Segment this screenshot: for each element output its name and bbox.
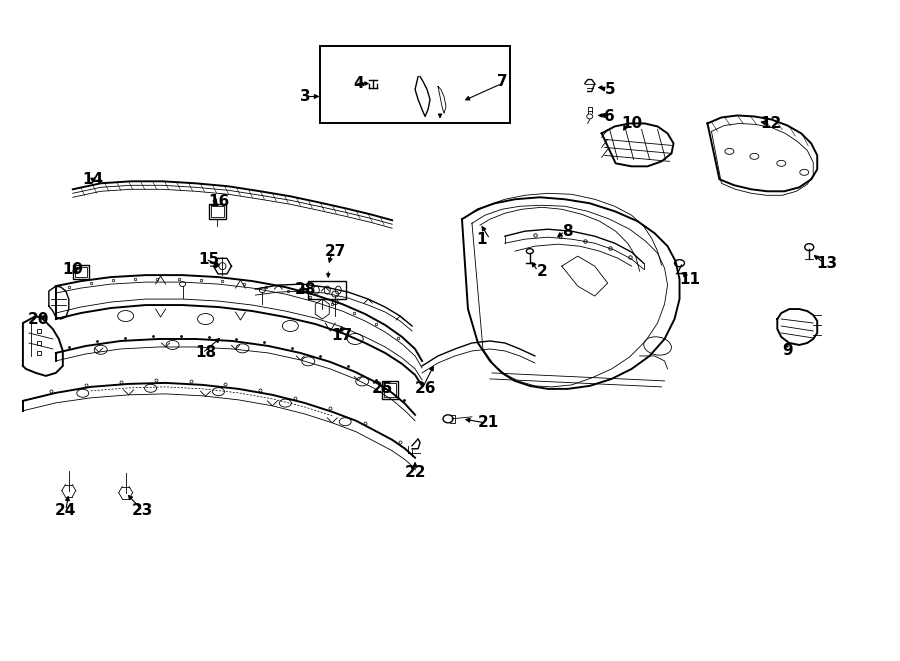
Text: 7: 7 (497, 74, 508, 89)
Text: 22: 22 (404, 465, 426, 480)
Text: 15: 15 (198, 252, 219, 266)
Text: 26: 26 (414, 381, 436, 397)
Text: 19: 19 (62, 262, 84, 277)
Text: 14: 14 (82, 172, 104, 187)
Text: 16: 16 (208, 194, 230, 209)
Text: 24: 24 (55, 503, 76, 518)
Text: 28: 28 (294, 282, 316, 297)
Bar (320, 46, 510, 124)
Text: 21: 21 (477, 415, 499, 430)
Text: 2: 2 (536, 264, 547, 279)
Text: 25: 25 (372, 381, 392, 397)
Text: 23: 23 (132, 503, 153, 518)
Text: 11: 11 (679, 272, 700, 287)
Bar (75, 267, 86, 277)
Text: 12: 12 (760, 116, 782, 131)
Bar (382, 381, 398, 399)
Bar (309, 281, 346, 299)
Text: 8: 8 (562, 223, 573, 239)
Text: 4: 4 (353, 76, 364, 91)
Text: 27: 27 (325, 244, 346, 258)
Text: 20: 20 (28, 311, 50, 327)
Text: 3: 3 (300, 89, 310, 104)
Text: 13: 13 (816, 256, 838, 270)
Text: 10: 10 (621, 116, 643, 131)
Text: 18: 18 (195, 346, 216, 360)
Text: 5: 5 (605, 82, 615, 97)
Text: 17: 17 (332, 329, 353, 344)
Text: 9: 9 (782, 344, 793, 358)
Bar (384, 383, 396, 397)
Bar (73, 265, 89, 279)
Text: 6: 6 (604, 109, 615, 124)
Bar (209, 204, 227, 219)
Bar (211, 206, 224, 217)
Text: 1: 1 (477, 232, 487, 247)
